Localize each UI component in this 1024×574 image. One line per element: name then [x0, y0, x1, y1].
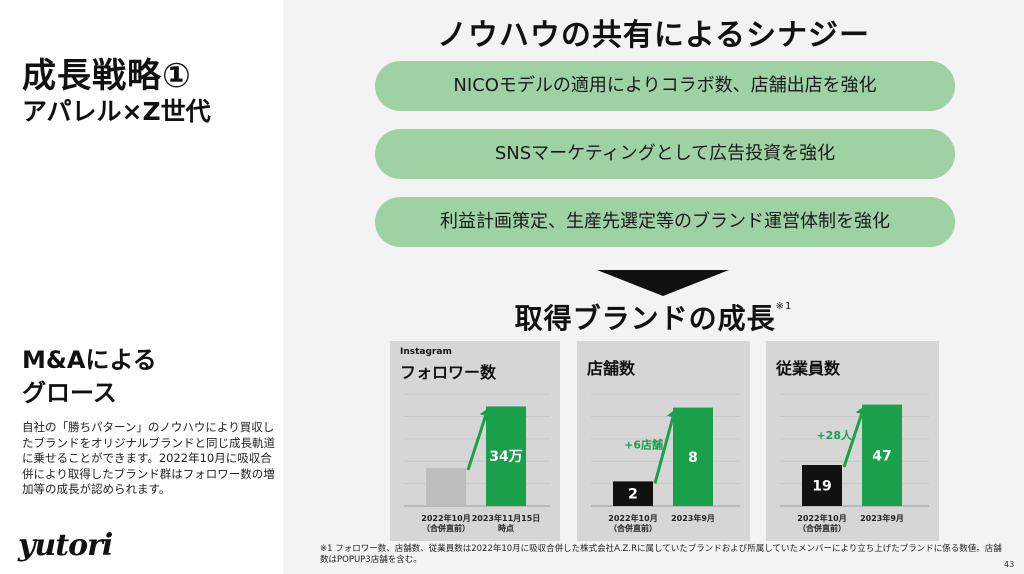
chart-title: 店舗数: [587, 359, 636, 378]
x-tick-label: 2023年9月: [671, 513, 715, 523]
growth-note-mark: ※1: [775, 301, 793, 312]
x-tick-label: 2022年10月: [797, 513, 846, 523]
chart-panel-followers: Instagram フォロワー数 2022年10月 （合併直前） 34万 2023年1…: [390, 341, 560, 541]
growth-arrow-head-icon: [855, 406, 868, 417]
slide-subtitle: アパレル×Z世代: [22, 97, 211, 126]
growth-arrow-line: [653, 416, 675, 484]
growth-arrow-line: [466, 415, 487, 471]
growth-title: 取得ブランドの成長: [514, 302, 776, 335]
bar-value-label: 8: [688, 450, 698, 466]
bar-0: [426, 467, 466, 506]
bar-1: [862, 404, 902, 506]
bar-0: [802, 465, 842, 506]
yutori-logo: yutori: [18, 528, 113, 563]
slide-title: 成長戦略①: [22, 56, 192, 96]
growth-arrow-line: [842, 413, 863, 468]
delta-label: +28人: [816, 428, 853, 442]
chart-svg-employees: 19 2022年10月（合併直前） 47 2023年9月 +28人: [780, 393, 929, 533]
growth-arrow-head-icon: [479, 408, 492, 418]
left-column: 成長戦略① アパレル×Z世代 M&Aによる グロース 自社の「勝ちパターン」のノ…: [0, 0, 283, 574]
bar-1: [673, 407, 713, 506]
x-tick-sublabel: （合併直前）: [422, 523, 470, 533]
growth-arrow-head-icon: [667, 409, 679, 419]
down-arrow-icon: [597, 270, 729, 296]
bar-0: [613, 481, 653, 506]
chart-title: 従業員数: [776, 359, 841, 378]
pill-operation: 利益計画策定、生産先選定等のブランド運営体制を強化: [375, 197, 955, 247]
x-tick-label: 2023年9月: [860, 513, 904, 523]
footnote: ※1 フォロワー数、店舗数、従業員数は2022年10月に吸収合併した株式会社A.…: [320, 544, 1002, 565]
delta-label: +6店舗: [624, 438, 663, 452]
chart-pre-title: Instagram: [400, 347, 452, 357]
pill-sns: SNSマーケティングとして広告投資を強化: [375, 129, 955, 179]
growth-heading: 取得ブランドの成長※1: [283, 297, 1024, 337]
page-number: 43: [1004, 560, 1015, 569]
ma-description: 自社の「勝ちパターン」のノウハウにより買収したブランドをオリジナルブランドと同じ…: [22, 420, 275, 496]
x-tick-sublabel: 時点: [498, 523, 514, 533]
bar-value-label: 2: [628, 487, 638, 503]
bar-value-label: 34万: [489, 449, 522, 465]
x-tick-label: 2022年10月: [608, 513, 657, 523]
bar-1: [486, 406, 526, 506]
pill-collab: NICOモデルの適用によりコラボ数、店舗出店を強化: [375, 61, 955, 111]
ma-title-line2: グロース: [22, 379, 117, 407]
ma-title-line1: M&Aによる: [22, 346, 157, 374]
chart-svg-stores: 2 2022年10月（合併直前） 8 2023年9月 +6店舗: [591, 393, 740, 533]
x-tick-sublabel: （合併直前）: [609, 523, 657, 533]
chart-title: フォロワー数: [400, 363, 497, 382]
synergy-heading: ノウハウの共有によるシナジー: [436, 18, 871, 53]
x-tick-sublabel: （合併直前）: [798, 523, 846, 533]
x-tick-label: 2022年10月: [421, 513, 470, 523]
ma-title: M&Aによる グロース: [22, 344, 157, 410]
chart-panel-stores: 店舗数 2 2022年10月 （合併直前） 8 2023年9月 +6店舗: [577, 341, 750, 541]
x-tick-label: 2023年11月15日: [472, 513, 541, 523]
bar-value-label: 19: [812, 479, 831, 495]
bar-value-label: 47: [872, 448, 891, 464]
chart-panel-employees: 従業員数 19 2022年10月 （合併直前） 47 2023年9月 +28人: [766, 341, 939, 541]
